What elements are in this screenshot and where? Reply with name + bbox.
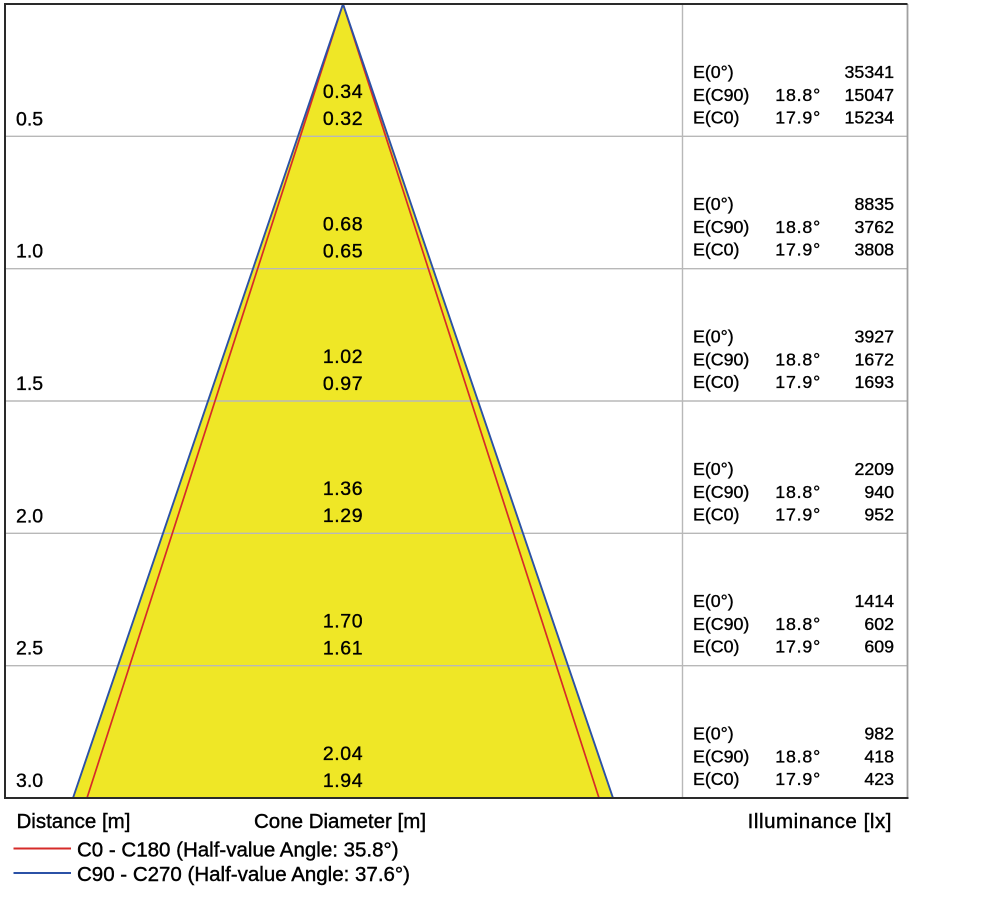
svg-text:423: 423 <box>864 769 894 789</box>
svg-text:1414: 1414 <box>854 591 894 611</box>
svg-text:17.9°: 17.9° <box>775 769 821 789</box>
svg-text:1.70: 1.70 <box>323 611 363 633</box>
svg-text:C0 - C180 (Half-value Angle: 3: C0 - C180 (Half-value Angle: 35.8°) <box>77 839 399 862</box>
svg-text:1.02: 1.02 <box>323 346 363 368</box>
svg-text:E(C0): E(C0) <box>693 372 739 392</box>
svg-text:18.8°: 18.8° <box>775 217 821 237</box>
svg-text:E(C90): E(C90) <box>693 217 749 237</box>
svg-text:0.32: 0.32 <box>323 108 363 130</box>
svg-text:952: 952 <box>864 504 894 524</box>
svg-text:1693: 1693 <box>854 372 894 392</box>
svg-text:18.8°: 18.8° <box>775 747 821 767</box>
svg-text:17.9°: 17.9° <box>775 240 821 260</box>
svg-text:Distance [m]: Distance [m] <box>17 810 131 833</box>
svg-text:1.94: 1.94 <box>323 770 363 792</box>
svg-text:E(0°): E(0°) <box>693 459 734 479</box>
svg-text:982: 982 <box>864 724 894 744</box>
svg-text:18.8°: 18.8° <box>775 350 821 370</box>
svg-text:35341: 35341 <box>845 62 895 82</box>
svg-text:3762: 3762 <box>854 217 894 237</box>
svg-text:602: 602 <box>864 614 894 634</box>
svg-text:2.5: 2.5 <box>16 638 43 660</box>
svg-text:E(0°): E(0°) <box>693 194 734 214</box>
svg-text:E(C0): E(C0) <box>693 637 739 657</box>
svg-text:E(0°): E(0°) <box>693 327 734 347</box>
svg-text:Illuminance [lx]: Illuminance [lx] <box>748 810 892 833</box>
svg-text:E(C90): E(C90) <box>693 747 749 767</box>
svg-text:2.04: 2.04 <box>323 743 363 765</box>
svg-text:2209: 2209 <box>854 459 894 479</box>
svg-text:E(C0): E(C0) <box>693 504 739 524</box>
svg-text:1.5: 1.5 <box>16 373 43 395</box>
svg-text:17.9°: 17.9° <box>775 637 821 657</box>
svg-text:3808: 3808 <box>854 240 894 260</box>
svg-text:940: 940 <box>864 482 894 502</box>
svg-text:Cone Diameter [m]: Cone Diameter [m] <box>254 810 426 833</box>
svg-text:8835: 8835 <box>854 194 894 214</box>
svg-text:1.29: 1.29 <box>323 505 363 527</box>
svg-text:0.65: 0.65 <box>323 241 363 263</box>
svg-text:E(0°): E(0°) <box>693 62 734 82</box>
svg-text:1.61: 1.61 <box>323 638 363 660</box>
svg-text:609: 609 <box>864 637 894 657</box>
svg-text:0.97: 0.97 <box>323 373 363 395</box>
svg-text:2.0: 2.0 <box>16 505 43 527</box>
svg-text:1672: 1672 <box>854 350 894 370</box>
svg-text:C90 - C270 (Half-value Angle:: C90 - C270 (Half-value Angle: 37.6°) <box>77 863 410 886</box>
svg-text:18.8°: 18.8° <box>775 85 821 105</box>
svg-text:15047: 15047 <box>845 85 894 105</box>
svg-text:17.9°: 17.9° <box>775 372 821 392</box>
svg-text:18.8°: 18.8° <box>775 614 821 634</box>
svg-text:E(C0): E(C0) <box>693 240 739 260</box>
svg-text:3927: 3927 <box>854 327 894 347</box>
svg-text:17.9°: 17.9° <box>775 107 821 127</box>
svg-text:0.68: 0.68 <box>323 214 363 236</box>
svg-text:3.0: 3.0 <box>16 770 43 792</box>
svg-text:E(C90): E(C90) <box>693 614 749 634</box>
svg-text:E(C0): E(C0) <box>693 107 739 127</box>
svg-text:15234: 15234 <box>845 107 895 127</box>
svg-text:E(0°): E(0°) <box>693 591 734 611</box>
svg-text:0.34: 0.34 <box>323 81 363 103</box>
svg-text:418: 418 <box>864 747 894 767</box>
svg-text:E(C90): E(C90) <box>693 350 749 370</box>
svg-text:E(0°): E(0°) <box>693 724 734 744</box>
svg-text:E(C90): E(C90) <box>693 482 749 502</box>
svg-text:18.8°: 18.8° <box>775 482 821 502</box>
svg-text:17.9°: 17.9° <box>775 504 821 524</box>
svg-text:E(C90): E(C90) <box>693 85 749 105</box>
svg-text:1.36: 1.36 <box>323 478 363 500</box>
svg-text:0.5: 0.5 <box>16 108 43 130</box>
svg-text:E(C0): E(C0) <box>693 769 739 789</box>
svg-text:1.0: 1.0 <box>16 241 43 263</box>
